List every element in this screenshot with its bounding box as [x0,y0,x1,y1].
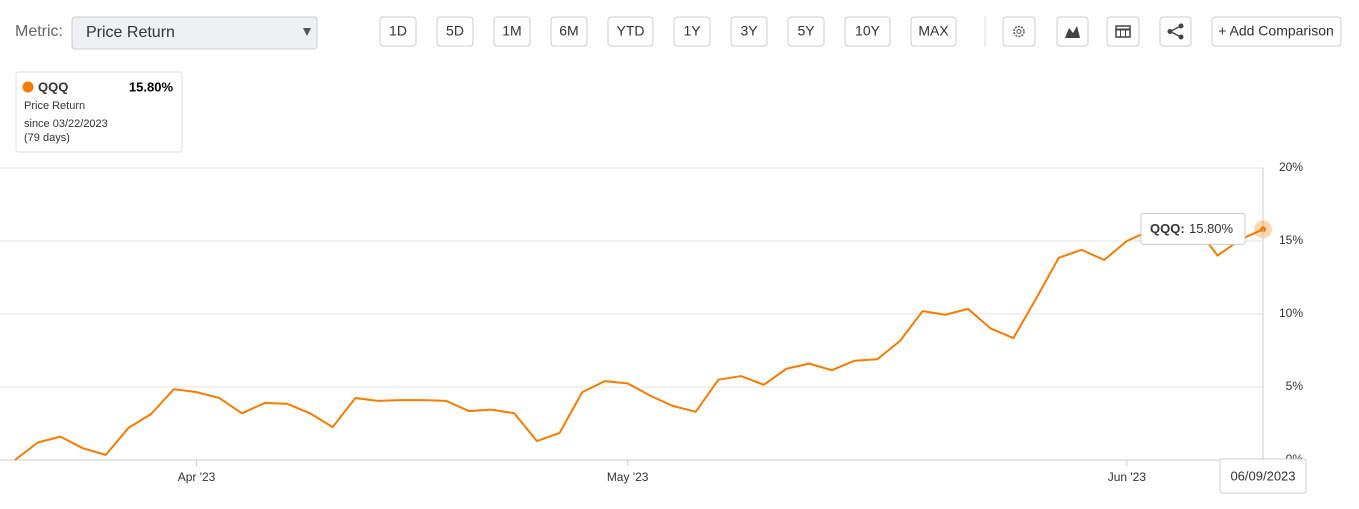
share-button[interactable] [1159,16,1192,47]
range-button[interactable]: 5Y [787,16,825,47]
date-box [1219,458,1307,494]
range-button-label: 5D [446,23,464,39]
y-tick-label: 20% [1279,160,1303,174]
range-button-box [844,16,891,47]
tooltip-value: 15.80% [1189,221,1234,236]
range-button[interactable]: 1M [493,16,531,47]
tooltip: QQQ: 15.80% [1140,212,1246,245]
table-button[interactable] [1106,16,1140,47]
summary-days: (79 days) [24,132,70,144]
dropdown-arrow [303,28,311,36]
y-tick-label: 5% [1286,379,1304,393]
y-tick-label: 15% [1279,233,1303,247]
settings-button[interactable] [1002,16,1036,47]
range-button-label: 10Y [855,23,881,39]
range-button-label: 1Y [683,23,701,39]
range-button-box [550,16,588,47]
range-button[interactable]: 5D [436,16,474,47]
summary-card: QQQ 15.80% Price Return since 03/22/2023… [15,71,183,153]
range-button-box [787,16,825,47]
tooltip-box [1140,212,1246,245]
chart-type-button[interactable] [1056,16,1089,47]
range-button-label: 1M [502,23,521,39]
add-comparison-label: + Add Comparison [1218,23,1334,39]
range-button[interactable]: YTD [607,16,654,47]
metric-label: Metric: [15,23,63,40]
range-button-label: 1D [389,23,407,39]
range-button-box [379,16,417,47]
range-button-box [493,16,531,47]
range-button-box [607,16,654,47]
summary-ticker: QQQ [38,79,68,94]
tooltip-label: QQQ: [1150,221,1185,236]
range-button[interactable]: MAX [910,16,957,47]
range-button-label: 5Y [797,23,815,39]
add-comparison-button[interactable]: + Add Comparison [1211,16,1342,47]
range-button-label: 6M [559,23,578,39]
date-label: 06/09/2023 [1219,458,1307,494]
range-button-box [730,16,768,47]
range-button[interactable]: 10Y [844,16,891,47]
summary-since: since 03/22/2023 [24,118,108,130]
range-button-box [910,16,957,47]
range-button-label: 3Y [740,23,758,39]
range-button-box [436,16,474,47]
range-button[interactable]: 6M [550,16,588,47]
range-button[interactable]: 1Y [673,16,711,47]
series-line [14,224,1264,461]
range-button[interactable]: 1D [379,16,417,47]
metric-value: Price Return [86,24,175,41]
range-button[interactable]: 3Y [730,16,768,47]
range-button-box [673,16,711,47]
summary-value: 15.80% [129,79,174,94]
range-button-label: MAX [918,23,949,39]
x-tick-label: Apr '23 [178,470,216,484]
date-text: 06/09/2023 [1230,468,1295,483]
series-dot [22,81,34,93]
y-tick-label: 10% [1279,306,1303,320]
x-tick-label: May '23 [607,470,649,484]
x-tick-label: Jun '23 [1108,470,1147,484]
metric-select[interactable] [71,16,318,50]
summary-metric: Price Return [24,100,85,112]
range-button-label: YTD [617,23,645,39]
